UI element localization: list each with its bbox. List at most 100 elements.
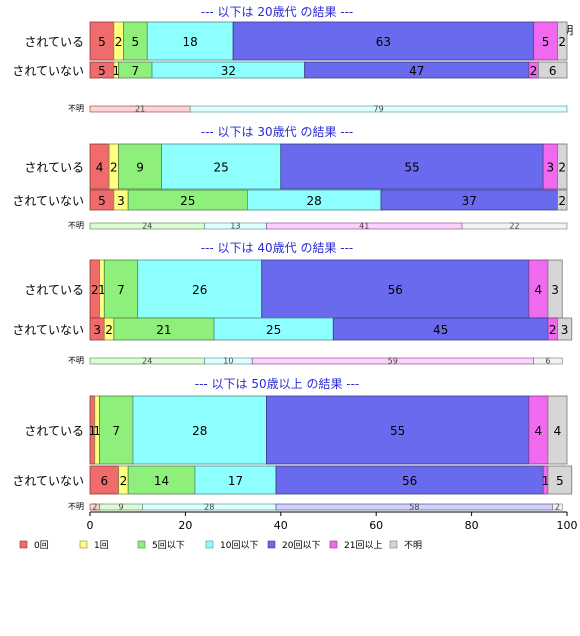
bar-segment [280, 143, 544, 190]
bar-segment [557, 21, 568, 61]
legend-swatch [19, 540, 28, 549]
group-title: --- 以下は 50歳以上 の結果 --- [195, 377, 360, 391]
x-tick-label: 0 [87, 519, 94, 532]
data-label: 2 [558, 35, 566, 49]
bar-segment [132, 395, 267, 465]
data-label: 45 [433, 323, 448, 337]
legend-entry: 1回 [94, 540, 109, 551]
data-label: 2 [558, 161, 566, 175]
data-label: 1 [112, 64, 120, 78]
bar-segment [557, 143, 568, 190]
bar-segment [161, 143, 282, 190]
data-label: 5 [98, 35, 106, 49]
unknown-bar-segment [533, 357, 563, 365]
unknown-data-label: 24 [142, 222, 152, 231]
age-group-2: --- 以下は 30歳代 の結果 ---されている 4 2 9 25 55 3 2されていない… [12, 125, 568, 231]
unknown-data-label: 9 [118, 503, 123, 512]
unknown-data-label: 24 [142, 357, 152, 366]
bar-label: されていない [12, 64, 84, 78]
unknown-data-label: 10 [223, 357, 233, 366]
data-label: 1 [98, 283, 106, 297]
data-label: 2 [530, 64, 538, 78]
data-label: 7 [117, 283, 125, 297]
data-label: 7 [112, 424, 120, 438]
unknown-bar-label: 不明 [68, 502, 84, 511]
legend-entry: 0回 [34, 540, 49, 551]
data-label: 18 [183, 35, 198, 49]
data-label: 1 [89, 424, 97, 438]
data-label: 3 [546, 161, 554, 175]
data-label: 5 [98, 64, 106, 78]
data-label: 7 [131, 64, 139, 78]
legend-swatch [389, 540, 398, 549]
unknown-data-label: 28 [204, 503, 214, 512]
legend-entry: 5回以下 [152, 540, 185, 551]
unknown-data-label: 21 [135, 105, 145, 114]
bar-segment [557, 317, 573, 341]
legend-entry: 不明 [404, 540, 422, 551]
data-label: 21 [156, 323, 171, 337]
bar-label: されている [24, 161, 84, 175]
data-label: 2 [110, 161, 118, 175]
bar-segment [89, 465, 120, 495]
bar-label: されていない [12, 474, 84, 488]
unknown-bar-label: 不明 [68, 221, 84, 230]
data-label: 63 [376, 35, 391, 49]
unknown-data-label: 41 [359, 222, 369, 231]
bar-segment [118, 143, 162, 190]
data-label: 25 [214, 161, 229, 175]
data-label: 1 [93, 424, 101, 438]
x-tick-label: 100 [557, 519, 578, 532]
bar-segment [557, 189, 568, 211]
data-label: 9 [136, 161, 144, 175]
legend-swatch [267, 540, 276, 549]
data-label: 25 [180, 194, 195, 208]
data-label: 2 [91, 283, 99, 297]
bar-label: されている [24, 424, 84, 438]
group-title: --- 以下は 30歳代 の結果 --- [201, 125, 354, 139]
unknown-data-label: 58 [409, 503, 419, 512]
group-title: --- 以下は 20歳代 の結果 --- [201, 5, 354, 19]
data-label: 4 [554, 424, 562, 438]
unknown-data-label: 6 [545, 357, 550, 366]
legend: 0回 1回 5回以下 10回以下 20回以下 21回以上 不明 [19, 540, 422, 551]
x-tick-label: 40 [274, 519, 288, 532]
x-tick-label: 60 [369, 519, 383, 532]
x-tick-label: 80 [465, 519, 479, 532]
bar-segment [137, 259, 263, 319]
data-label: 2 [120, 474, 128, 488]
data-label: 4 [96, 161, 104, 175]
unknown-bar-segment [552, 503, 563, 511]
bar-label: されていない [12, 323, 84, 337]
legend-entry: 20回以下 [282, 540, 320, 551]
unknown-bar-segment [461, 222, 568, 230]
bar-segment [537, 61, 568, 79]
data-label: 5 [131, 35, 139, 49]
bar-label: されている [24, 283, 84, 297]
data-label: 56 [388, 283, 403, 297]
data-label: 28 [307, 194, 322, 208]
legend-swatch [329, 540, 338, 549]
data-label: 3 [117, 194, 125, 208]
data-label: 3 [561, 323, 569, 337]
bar-segment [127, 465, 196, 495]
data-label: 5 [98, 194, 106, 208]
data-label: 37 [462, 194, 477, 208]
unknown-bar-label: 不明 [68, 104, 84, 113]
data-label: 5 [556, 474, 564, 488]
bar-segment [194, 465, 277, 495]
x-tick-label: 20 [178, 519, 192, 532]
age-group-3: --- 以下は 40歳代 の結果 ---されている 2 1 7 26 56 4 3されていない… [12, 241, 573, 366]
legend-entry: 10回以下 [220, 540, 258, 551]
data-label: 2 [549, 323, 557, 337]
data-label: 2 [115, 35, 123, 49]
bar-segment [547, 465, 573, 495]
data-label: 6 [100, 474, 108, 488]
group-title: --- 以下は 40歳代 の結果 --- [201, 241, 354, 255]
bar-segment [275, 465, 544, 495]
data-label: 14 [154, 474, 169, 488]
data-label: 56 [402, 474, 417, 488]
unknown-data-label: 2 [92, 503, 97, 512]
bar-segment [547, 395, 568, 465]
data-label: 3 [551, 283, 559, 297]
